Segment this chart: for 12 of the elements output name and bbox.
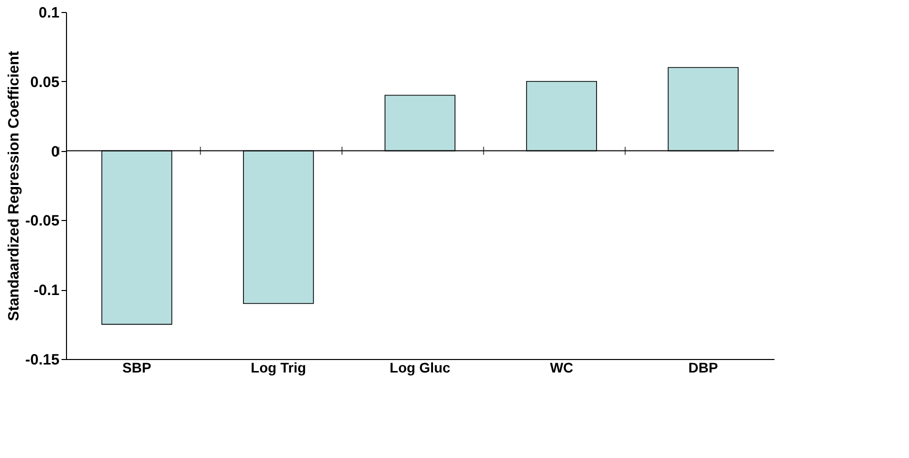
y-tick-label: 0.1 <box>38 4 60 22</box>
y-tick-label: 0.05 <box>30 74 60 91</box>
x-tick-label: WC <box>550 360 574 376</box>
y-axis-title: Standaardized Regression Coefficient <box>5 50 22 322</box>
y-tick-label: -0.15 <box>25 352 60 368</box>
y-tick-label: -0.05 <box>25 212 60 230</box>
x-tick-label: SBP <box>122 360 152 376</box>
y-tick-label: -0.1 <box>34 282 60 300</box>
x-tick-label: Log Gluc <box>390 360 451 376</box>
x-tick-label: Log Trig <box>250 360 306 376</box>
y-tick-label: 0 <box>51 143 60 160</box>
x-tick-label: DBP <box>688 360 718 376</box>
